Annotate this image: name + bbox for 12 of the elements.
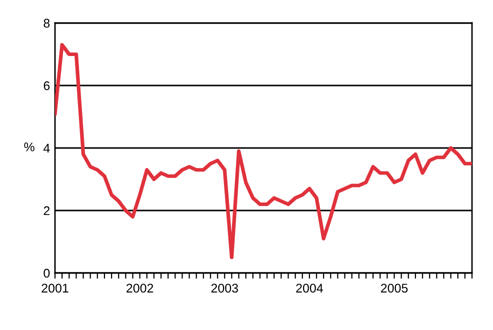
y-tick-label: 8 bbox=[44, 18, 50, 28]
x-tick-label: 2003 bbox=[211, 284, 238, 293]
x-tick-label: 2005 bbox=[380, 284, 408, 293]
y-tick-label: 0 bbox=[44, 268, 50, 278]
y-tick-label: 4 bbox=[43, 144, 50, 153]
y-tick-label: 6 bbox=[44, 81, 50, 90]
line-series bbox=[55, 43, 472, 260]
y-axis-title: % bbox=[24, 142, 34, 152]
x-tick-label: 2001 bbox=[42, 284, 68, 293]
x-tick-label: 2002 bbox=[126, 284, 154, 293]
x-tick-label: 2004 bbox=[296, 284, 323, 293]
y-tick-label: 2 bbox=[44, 206, 50, 216]
